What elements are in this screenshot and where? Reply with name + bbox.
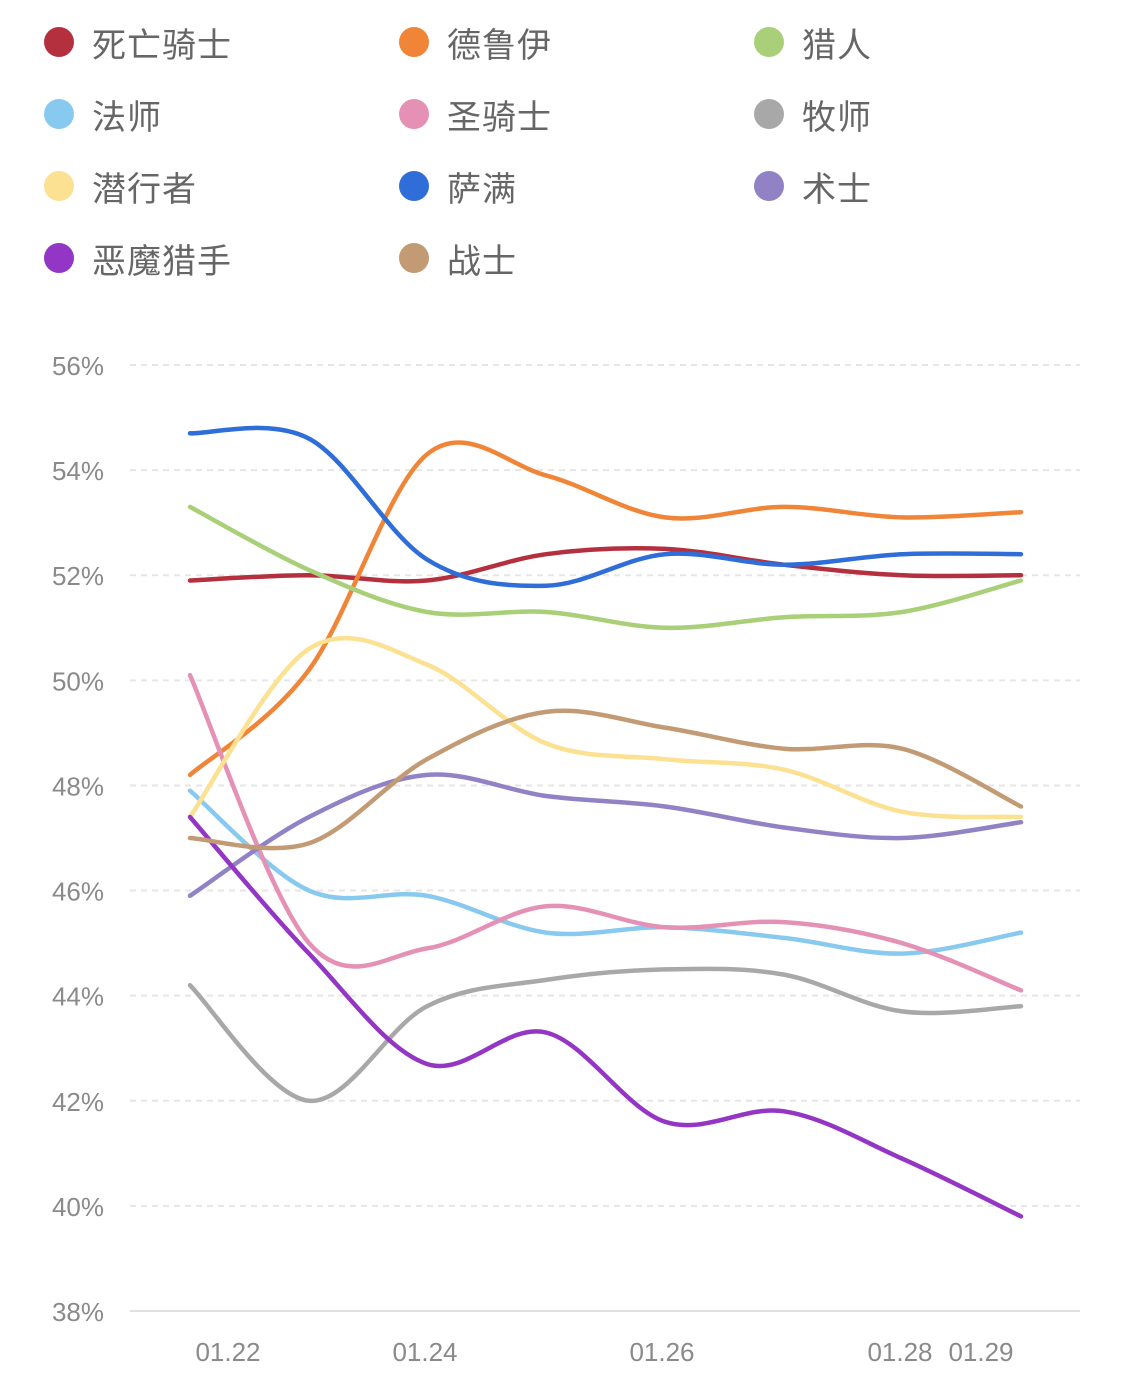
grid-lines bbox=[130, 364, 1080, 1312]
legend-label: 萨满 bbox=[447, 169, 517, 210]
legend-dot-icon bbox=[44, 171, 74, 201]
legend-item-warrior[interactable]: 战士 bbox=[399, 233, 517, 283]
x-tick-label: 01.24 bbox=[392, 1337, 457, 1367]
legend-dot-icon bbox=[754, 171, 784, 201]
legend-dot-icon bbox=[399, 171, 429, 201]
legend-dot-icon bbox=[754, 99, 784, 129]
legend-dot-icon bbox=[754, 27, 784, 57]
legend-item-hunter[interactable]: 猎人 bbox=[754, 17, 872, 67]
y-axis-tick-labels: 56% 54% 52% 50% 48% 46% 44% 42% 40% 38% bbox=[52, 351, 104, 1327]
series-lines bbox=[187, 425, 1024, 1219]
y-tick-label: 52% bbox=[52, 561, 104, 591]
legend-label: 德鲁伊 bbox=[447, 25, 552, 66]
legend-label: 术士 bbox=[802, 169, 872, 210]
chart-legend: 死亡骑士 德鲁伊 猎人 法师 圣骑士 牧师 潜行者 萨满 术士 恶魔猎手 战士 bbox=[0, 0, 1125, 300]
legend-label: 潜行者 bbox=[92, 169, 197, 210]
legend-label: 圣骑士 bbox=[447, 97, 552, 138]
series-line-9 bbox=[187, 814, 1024, 1219]
series-line-3 bbox=[187, 788, 1024, 956]
y-tick-label: 48% bbox=[52, 771, 104, 801]
x-tick-label: 01.29 bbox=[948, 1337, 1013, 1367]
x-tick-label: 01.26 bbox=[629, 1337, 694, 1367]
series-line-2 bbox=[187, 504, 1024, 631]
legend-label: 牧师 bbox=[802, 97, 872, 138]
legend-dot-icon bbox=[399, 99, 429, 129]
legend-dot-icon bbox=[44, 27, 74, 57]
legend-item-paladin[interactable]: 圣骑士 bbox=[399, 89, 552, 139]
legend-item-shaman[interactable]: 萨满 bbox=[399, 161, 517, 211]
y-tick-label: 38% bbox=[52, 1297, 104, 1327]
legend-label: 战士 bbox=[447, 241, 517, 282]
y-tick-label: 50% bbox=[52, 666, 104, 696]
x-tick-label: 01.22 bbox=[195, 1337, 260, 1367]
series-line-4 bbox=[187, 672, 1024, 993]
legend-dot-icon bbox=[399, 27, 429, 57]
legend-dot-icon bbox=[399, 243, 429, 273]
legend-item-death-knight[interactable]: 死亡骑士 bbox=[44, 17, 232, 67]
series-line-6 bbox=[187, 635, 1024, 820]
series-line-7 bbox=[187, 425, 1024, 589]
legend-label: 法师 bbox=[92, 97, 162, 138]
legend-item-mage[interactable]: 法师 bbox=[44, 89, 162, 139]
legend-label: 猎人 bbox=[802, 25, 872, 66]
legend-item-priest[interactable]: 牧师 bbox=[754, 89, 872, 139]
series-line-5 bbox=[187, 966, 1024, 1104]
legend-item-rogue[interactable]: 潜行者 bbox=[44, 161, 197, 211]
y-tick-label: 46% bbox=[52, 877, 104, 907]
series-line-8 bbox=[187, 772, 1024, 899]
legend-item-druid[interactable]: 德鲁伊 bbox=[399, 17, 552, 67]
legend-label: 死亡骑士 bbox=[92, 25, 232, 66]
series-line-1 bbox=[187, 440, 1024, 778]
y-tick-label: 42% bbox=[52, 1087, 104, 1117]
x-tick-label: 01.28 bbox=[867, 1337, 932, 1367]
x-axis-tick-labels: 01.22 01.24 01.26 01.28 01.29 bbox=[195, 1337, 1013, 1367]
y-tick-label: 56% bbox=[52, 351, 104, 381]
legend-item-demon-hunter[interactable]: 恶魔猎手 bbox=[44, 233, 232, 283]
y-tick-label: 40% bbox=[52, 1192, 104, 1222]
legend-label: 恶魔猎手 bbox=[92, 241, 232, 282]
legend-dot-icon bbox=[44, 99, 74, 129]
legend-item-warlock[interactable]: 术士 bbox=[754, 161, 872, 211]
series-line-10 bbox=[187, 708, 1024, 851]
y-tick-label: 54% bbox=[52, 456, 104, 486]
y-tick-label: 44% bbox=[52, 982, 104, 1012]
legend-dot-icon bbox=[44, 243, 74, 273]
